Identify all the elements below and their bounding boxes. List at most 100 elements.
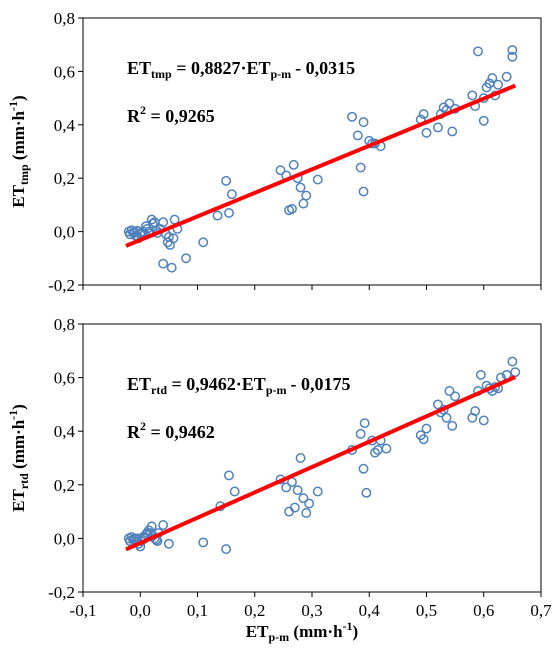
data-point	[158, 520, 169, 530]
data-point	[212, 210, 223, 221]
data-point	[298, 198, 309, 209]
data-point	[501, 71, 512, 82]
y-tick-label: 0,6	[54, 369, 75, 388]
data-point	[418, 109, 429, 120]
data-point	[433, 122, 443, 133]
equation-slope: = 0,8827	[172, 58, 241, 78]
plot-frame	[82, 323, 542, 593]
data-point	[281, 482, 292, 493]
data-point	[275, 165, 286, 176]
y-tick-label: 0,8	[54, 9, 75, 28]
data-point	[229, 486, 240, 497]
y-tick-label: 0,0	[54, 223, 75, 242]
y-axis-label-unit: (mm	[9, 126, 28, 164]
y-axis-label-sup: -1	[6, 410, 20, 420]
x-axis-label: ETp-m (mm·h-1)	[246, 619, 358, 644]
y-axis-label-close: )	[9, 404, 28, 410]
y-tick-label: 0,4	[54, 422, 76, 441]
data-point	[304, 498, 315, 509]
data-point	[352, 130, 363, 141]
data-point	[226, 189, 237, 200]
data-point	[475, 369, 486, 380]
y-axis-label-dot: ·	[9, 120, 28, 126]
x-tick-label: 0,4	[359, 601, 381, 620]
equation-lhs: ET	[127, 58, 151, 78]
r-squared-r: R	[127, 106, 141, 126]
x-axis-label-dot: ·	[327, 622, 333, 641]
r-squared-text: R2 = 0,9462	[127, 419, 215, 442]
data-point	[312, 486, 323, 497]
data-point	[507, 51, 518, 62]
equation-intercept: - 0,0175	[290, 374, 350, 394]
equation-var-sub: p-m	[270, 67, 291, 81]
data-point	[312, 174, 323, 185]
data-point	[301, 190, 312, 201]
data-point	[359, 418, 370, 429]
y-axis-label-sup: -1	[6, 101, 20, 111]
data-point	[507, 356, 518, 367]
y-tick-label: -0,2	[48, 276, 75, 295]
data-point	[355, 162, 366, 173]
x-tick-label: 0,3	[301, 601, 322, 620]
data-point	[347, 111, 358, 122]
data-point	[198, 537, 209, 548]
y-tick-label: 0,4	[54, 116, 76, 135]
data-point	[478, 415, 489, 426]
data-point	[287, 203, 297, 214]
y-axis-label-h: h	[9, 110, 28, 120]
data-point	[158, 217, 169, 228]
r-squared-sup: 2	[140, 419, 146, 433]
x-tick-label: 0,0	[130, 601, 151, 620]
data-point	[447, 126, 458, 137]
data-point	[358, 186, 369, 197]
y-tick-label: -0,2	[48, 583, 75, 602]
data-point	[421, 127, 432, 138]
y-axis-label-close: )	[9, 95, 28, 101]
x-tick-label: 0,6	[473, 601, 494, 620]
data-point	[158, 258, 169, 269]
equation-lhs-sub: tmp	[151, 67, 172, 81]
equation-var: ET	[242, 374, 266, 394]
y-tick-label: 0,8	[54, 315, 75, 334]
data-point	[146, 521, 157, 532]
y-axis-label: ETrtd (mm·h-1)	[6, 404, 31, 512]
x-axis-label-close: )	[353, 622, 359, 641]
data-point	[473, 46, 483, 57]
data-point	[295, 453, 306, 463]
data-point	[444, 386, 455, 396]
data-point	[198, 237, 209, 248]
data-point	[361, 487, 372, 498]
data-point	[418, 434, 429, 445]
data-point	[507, 45, 518, 55]
r-squared-value: = 0,9462	[146, 422, 215, 442]
data-point	[221, 175, 232, 186]
y-axis-label-unit: (mm	[9, 435, 28, 473]
data-point	[358, 117, 369, 128]
data-point	[470, 406, 481, 417]
equation-var-sub: p-m	[266, 383, 287, 397]
x-axis-label-main: ET	[246, 622, 269, 641]
y-tick-label: 0,0	[54, 529, 75, 548]
data-point	[421, 423, 432, 434]
data-point	[444, 98, 455, 109]
y-tick-label: 0,2	[54, 169, 75, 188]
y-axis-label-h: h	[9, 419, 28, 429]
data-point	[358, 463, 369, 474]
data-point	[370, 447, 380, 458]
data-point	[478, 115, 489, 126]
y-axis-label-main: ET	[9, 489, 28, 512]
equation-text: ETtmp = 0,8827·ETp-m - 0,0315	[127, 58, 355, 81]
x-tick-label: -0,1	[70, 601, 97, 620]
equation-text: ETrtd = 0,9462·ETp-m - 0,0175	[127, 374, 350, 397]
data-point	[181, 253, 192, 264]
equation-intercept: - 0,0315	[295, 58, 355, 78]
data-point	[298, 493, 309, 504]
data-point	[301, 507, 312, 518]
data-point	[381, 443, 392, 454]
data-point	[166, 262, 177, 273]
data-point	[355, 428, 366, 439]
data-point	[224, 470, 234, 481]
x-tick-label: 0,5	[416, 601, 437, 620]
data-point	[447, 420, 458, 431]
